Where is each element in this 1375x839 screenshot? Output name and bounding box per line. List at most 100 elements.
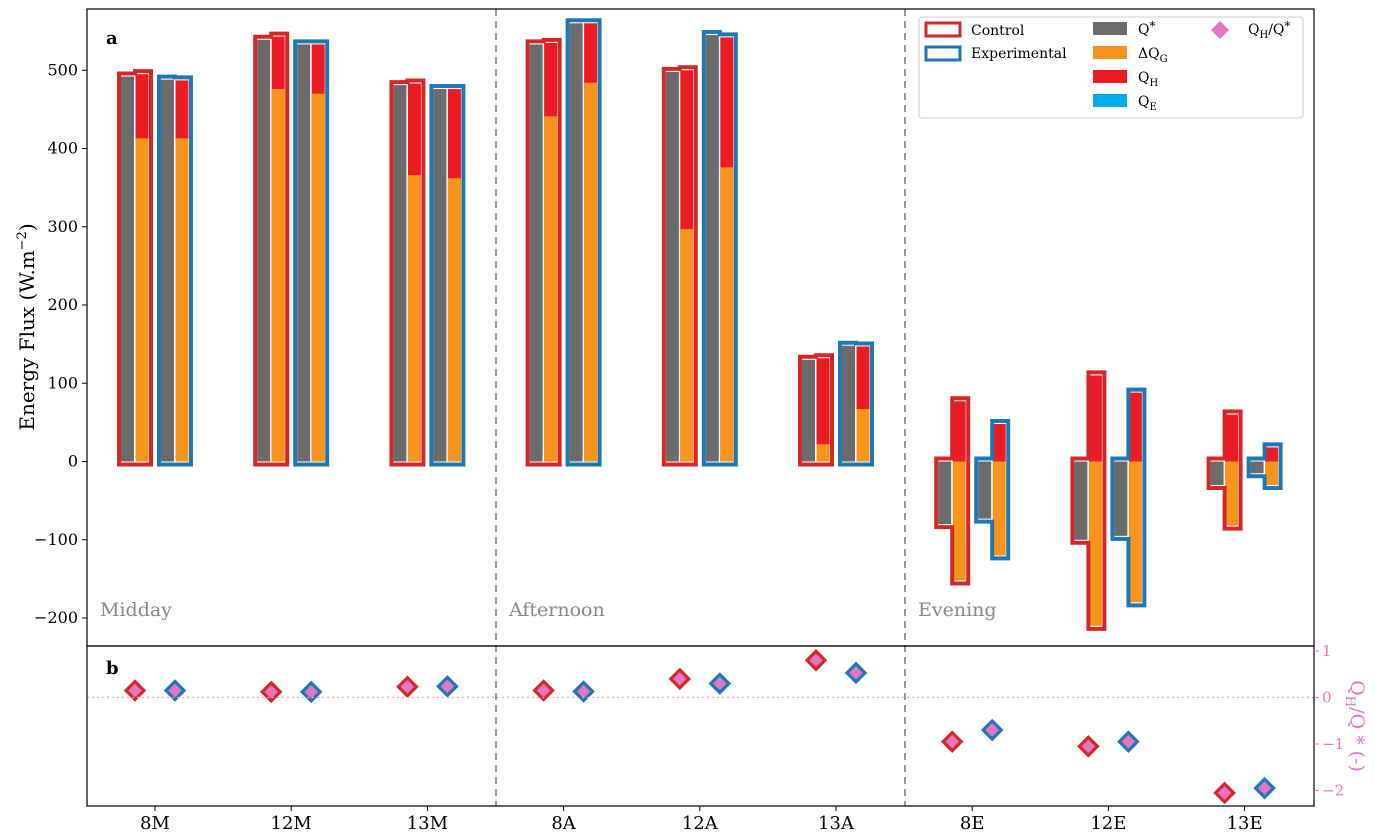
y-tick-label: 500 [47,60,78,79]
bar-dqg [720,167,734,462]
bar-qh [816,358,830,462]
legend-swatch-dqg [1093,46,1127,59]
bar-qstar [433,89,447,462]
bar-qstar [569,23,583,462]
x-tick-label: 12A [682,813,719,834]
ratio-tick-label: −1 [1322,735,1344,753]
bar-outline-control [934,396,971,586]
ratio-marker-experimental [299,680,323,704]
legend-frame [918,16,1304,119]
x-tick-label: 13A [818,813,855,834]
ratio-marker-experimental [1253,776,1276,800]
bar-qstar [121,76,134,462]
bar-dqg [584,82,598,462]
bar-outline-control [1206,409,1243,531]
panel-letter-b: b [106,658,119,679]
bar-qstar [297,44,311,462]
legend-label-qe: QE [1138,94,1157,113]
bar-outline-experimental [838,340,874,467]
bar-outline-control [525,37,562,467]
ratio-marker-experimental [980,718,1004,742]
legend: Control Experimental Q* ΔQG QH QE QH/Q* [918,16,1304,119]
bar-dqg [952,461,966,581]
y-tick-label: 200 [47,295,78,314]
x-ticks: 8M 12M 13M 8A 12A 13A 8E 12E 13E [140,806,1263,834]
legend-label-experimental: Experimental [971,46,1067,62]
bar-qstar [529,44,543,462]
bar-outline-control [253,31,290,467]
bar-outline-experimental [565,18,602,467]
bar-qh [992,423,1006,462]
ratio-marker-control [804,649,828,672]
bar-outline-experimental [701,30,738,467]
bar-dqg [311,93,325,462]
panel-b-y-ticks: −2 −1 0 1 [1314,642,1344,800]
panel-b-y-label: QH/Q * (-) [1342,680,1368,772]
legend-label-dqg: ΔQG [1138,46,1168,65]
legend-swatch-qe [1093,94,1127,107]
bar-dqg [816,444,830,462]
x-tick-label: 8A [551,813,576,834]
bar-qstar [1074,461,1088,540]
bar-dqg [680,229,694,462]
y-tick-label: −100 [34,530,78,549]
bar-qstar [161,79,174,462]
legend-swatch-qstar [1093,22,1127,35]
ratio-tick-label: −2 [1322,782,1344,800]
bar-outline-experimental [429,84,466,467]
x-tick-label: 13E [1227,813,1263,834]
bar-qstar [1114,461,1128,536]
legend-label-qh: QH [1138,70,1158,89]
bar-dqg [992,461,1006,556]
bar-qstar [1250,461,1264,474]
bar-qstar [978,461,992,519]
ratio-marker-control [940,730,964,753]
y-tick-label: 0 [68,452,78,471]
bar-qstar [393,85,407,462]
ratio-marker-experimental [1117,730,1140,753]
bar-dqg [175,138,189,462]
bar-dqg [1225,461,1239,526]
panel-b-points [123,649,1276,805]
bar-outline-control [389,78,426,467]
bar-qh [1128,392,1142,462]
bar-qstar [802,359,815,462]
ratio-marker-control [123,679,147,702]
bar-qh [1265,447,1279,462]
bar-outline-experimental [293,39,330,467]
bar-outline-experimental [157,74,193,467]
y-tick-label: 100 [47,373,78,392]
period-label-midday: Midday [100,599,172,621]
x-tick-label: 12M [271,813,312,834]
ratio-marker-experimental [844,661,868,685]
bar-qh [1225,414,1239,462]
bar-dqg [407,175,421,462]
bar-qstar [257,39,271,462]
ratio-marker-control [259,680,283,704]
bar-qstar [842,345,855,462]
bar-outline-control [798,353,834,467]
bar-qstar [705,35,719,462]
legend-label-control: Control [971,23,1025,39]
bar-outline-control [661,65,698,467]
y-tick-label: 300 [47,217,78,236]
bar-outline-experimental [1246,442,1283,490]
ratio-marker-experimental [572,680,595,703]
legend-swatch-qh [1093,70,1127,83]
legend-marker-ratio [1211,21,1229,39]
ratio-marker-control [396,675,419,699]
bar-qstar [938,461,952,525]
y-tick-label: 400 [47,139,78,158]
ratio-tick-label: 0 [1322,689,1332,707]
period-label-evening: Evening [918,599,997,621]
bar-qstar [1210,461,1224,485]
legend-label-ratio: QH/Q* [1248,19,1290,41]
panel-a-bars [117,18,1283,631]
legend-swatch-experimental [924,45,962,62]
ratio-marker-control [668,667,692,691]
x-tick-label: 13M [407,813,448,834]
bar-dqg [1265,461,1279,485]
ratio-marker-experimental [436,675,459,698]
bar-outline-control [117,69,153,467]
ratio-marker-control [1077,735,1100,758]
